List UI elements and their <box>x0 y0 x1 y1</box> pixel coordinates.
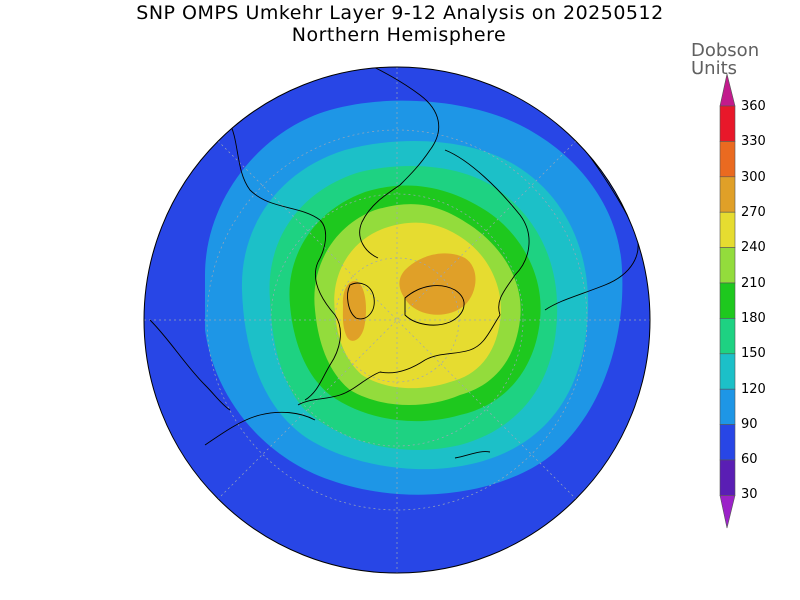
colorbar-unit-line2: Units <box>691 58 738 79</box>
colorbar-tick-label: 150 <box>741 346 766 361</box>
colorbar-segment <box>719 388 736 425</box>
colorbar-segment <box>719 211 736 248</box>
colorbar <box>719 73 736 529</box>
colorbar-tick-label: 60 <box>741 452 758 467</box>
colorbar-unit-line1: Dobson <box>691 40 760 61</box>
band-270-300-north <box>399 253 476 315</box>
colorbar-tick-label: 270 <box>741 205 766 220</box>
colorbar-tick-label: 30 <box>741 487 758 502</box>
colorbar-segment <box>719 141 736 178</box>
map-subtitle: Northern Hemisphere <box>291 24 507 46</box>
band-270-300-west <box>342 281 366 341</box>
coastlines <box>149 67 639 459</box>
colorbar-segment <box>719 353 736 390</box>
colorbar-tick-label: 90 <box>741 417 758 432</box>
colorbar-segment <box>719 282 736 319</box>
graticule <box>144 67 650 573</box>
map-boundary <box>143 66 651 574</box>
colorbar-tick-label: 330 <box>741 134 766 149</box>
colorbar-tick-label: 180 <box>741 311 766 326</box>
colorbar-tick-label: 360 <box>741 99 766 114</box>
colorbar-segment <box>719 459 736 496</box>
colorbar-bottom-arrow <box>719 495 736 529</box>
colorbar-segment <box>719 424 736 461</box>
colorbar-tick-label: 240 <box>741 240 766 255</box>
colorbar-tick-label: 210 <box>741 276 766 291</box>
map-title: SNP OMPS Umkehr Layer 9-12 Analysis on 2… <box>136 2 664 24</box>
colorbar-segment <box>719 247 736 284</box>
colorbar-unit-label: Dobson Units <box>691 42 759 78</box>
colorbar-tick-label: 300 <box>741 170 766 185</box>
colorbar-tick-label: 120 <box>741 382 766 397</box>
colorbar-segment <box>719 318 736 355</box>
colorbar-segment <box>719 176 736 213</box>
colorbar-segment <box>719 105 736 142</box>
